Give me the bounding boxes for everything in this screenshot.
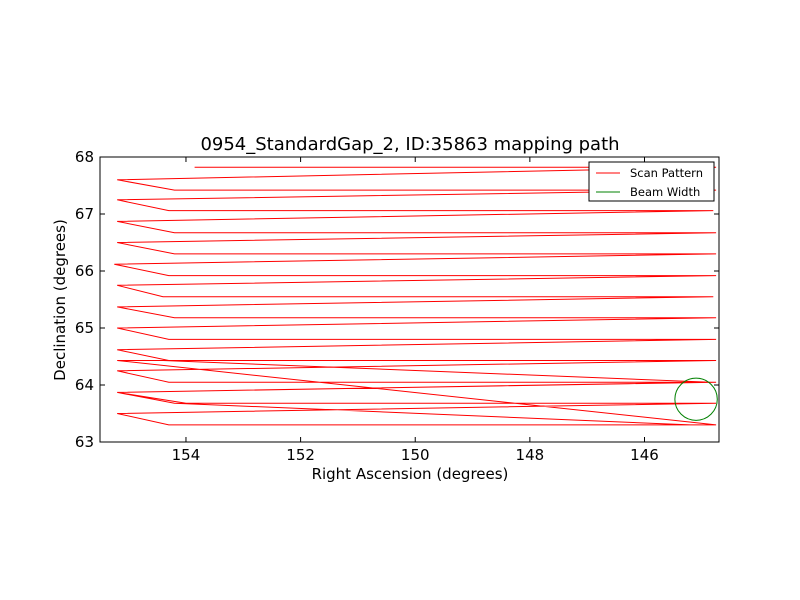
legend-label-beam-width: Beam Width (630, 185, 700, 199)
x-tick-label: 152 (286, 446, 315, 464)
legend-box (588, 161, 715, 202)
x-axis-label: Right Ascension (degrees) (312, 465, 509, 483)
legend: Scan Pattern Beam Width (588, 161, 715, 202)
legend-label-scan-pattern: Scan Pattern (630, 166, 703, 180)
chart-title: 0954_StandardGap_2, ID:35863 mapping pat… (200, 134, 619, 155)
y-axis-label: Declination (degrees) (51, 219, 69, 381)
x-tick-label: 148 (516, 446, 545, 464)
y-tick-label: 64 (75, 376, 94, 394)
y-axis-ticks: 63 64 65 66 67 68 (75, 148, 719, 451)
plot-area (99, 156, 720, 443)
y-tick-label: 68 (75, 148, 94, 166)
x-tick-label: 146 (630, 446, 659, 464)
plot-frame (99, 156, 720, 443)
scan-pattern-line (114, 166, 717, 426)
beam-width-layer (674, 377, 718, 421)
x-axis-ticks: 154 152 150 148 146 (172, 157, 659, 464)
scan-pattern-layer (114, 166, 717, 426)
plot-background (100, 157, 719, 442)
x-tick-label: 154 (172, 446, 201, 464)
y-tick-label: 65 (75, 319, 94, 337)
beam-width-circle (674, 377, 718, 421)
y-tick-label: 67 (75, 205, 94, 223)
x-tick-label: 150 (401, 446, 430, 464)
y-tick-label: 63 (75, 433, 94, 451)
y-tick-label: 66 (75, 262, 94, 280)
